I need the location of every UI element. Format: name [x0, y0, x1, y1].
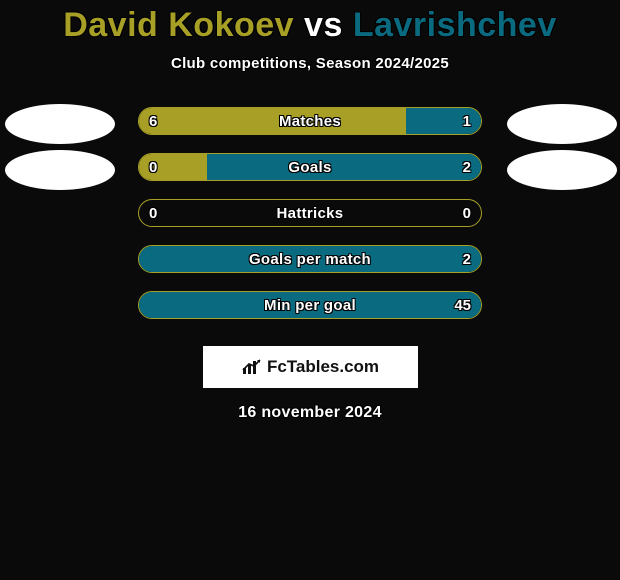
stat-bar: 45Min per goal	[138, 291, 482, 319]
stat-label: Min per goal	[139, 292, 481, 319]
brand-badge: FcTables.com	[203, 346, 418, 388]
stat-row: 2Goals per match	[0, 238, 620, 284]
stat-rows: 61Matches 02Goals 00Hattricks 2Goals per ma…	[0, 100, 620, 330]
brand-text: FcTables.com	[267, 357, 379, 377]
stat-label: Goals	[139, 154, 481, 181]
stat-label: Matches	[139, 108, 481, 135]
vs-label: vs	[304, 6, 343, 44]
stat-label: Goals per match	[139, 246, 481, 273]
player2-avatar	[507, 104, 617, 144]
stat-bar: 61Matches	[138, 107, 482, 135]
player2-avatar	[507, 150, 617, 190]
subtitle: Club competitions, Season 2024/2025	[0, 55, 620, 72]
stat-row: 02Goals	[0, 146, 620, 192]
player1-name: David Kokoev	[63, 6, 294, 44]
comparison-title: David Kokoev vs Lavrishchev	[0, 0, 620, 45]
player1-avatar	[5, 150, 115, 190]
stat-label: Hattricks	[139, 200, 481, 227]
stat-bar: 2Goals per match	[138, 245, 482, 273]
player1-avatar	[5, 104, 115, 144]
player2-name: Lavrishchev	[353, 6, 557, 44]
chart-icon	[241, 358, 263, 376]
stat-row: 00Hattricks	[0, 192, 620, 238]
date-label: 16 november 2024	[0, 404, 620, 422]
stat-bar: 00Hattricks	[138, 199, 482, 227]
stat-row: 45Min per goal	[0, 284, 620, 330]
stat-bar: 02Goals	[138, 153, 482, 181]
stat-row: 61Matches	[0, 100, 620, 146]
